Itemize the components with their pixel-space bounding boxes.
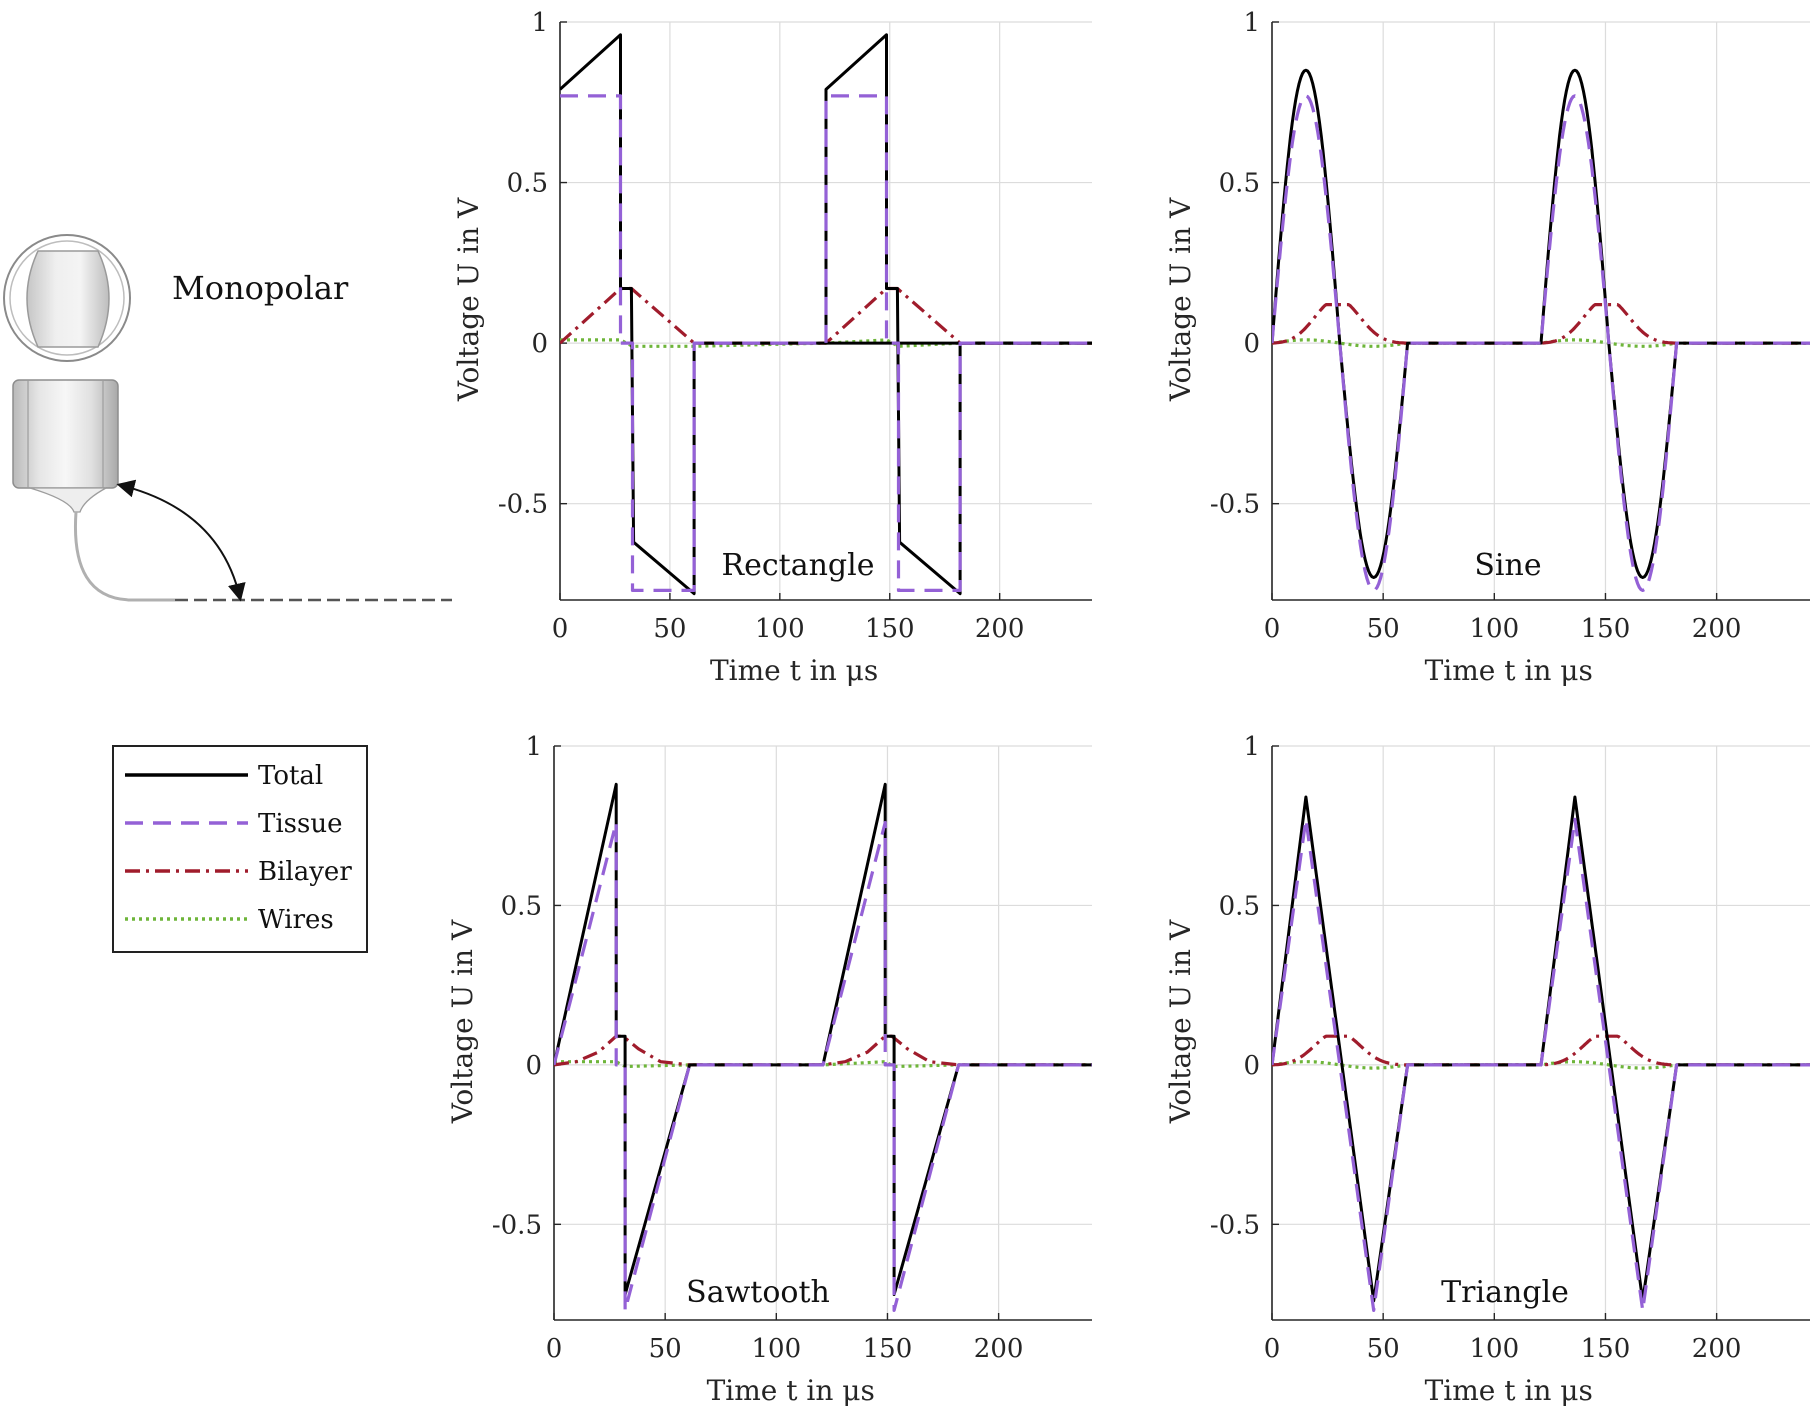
monopolar-label: Monopolar <box>172 269 349 307</box>
x-tick-label: 200 <box>1692 1334 1742 1364</box>
legend-entry-bilayer: Bilayer <box>125 857 352 887</box>
y-tick-label: -0.5 <box>492 1210 542 1240</box>
x-tick-label: 50 <box>653 614 686 644</box>
series-line-wires <box>554 1060 1092 1069</box>
x-tick-label: 50 <box>1367 1334 1400 1364</box>
y-tick-label: 1 <box>1243 732 1260 762</box>
legend-entry-tissue: Tissue <box>125 809 342 839</box>
x-tick-label: 100 <box>1469 614 1519 644</box>
y-tick-label: -0.5 <box>1210 490 1260 520</box>
y-axis-label: Voltage U in V <box>1164 919 1197 1124</box>
electrode-neck <box>29 487 107 513</box>
series-line-total <box>554 782 1092 1296</box>
legend: Total Tissue Bilayer Wires <box>112 745 368 953</box>
legend-label-wires: Wires <box>258 905 334 935</box>
x-tick-label: 0 <box>1264 614 1281 644</box>
y-tick-label: 0 <box>1243 1051 1260 1081</box>
panel-sine: 0 50 100 150 200 -0.5 0 0.5 1 Time t in μs Voltage… <box>1164 8 1810 687</box>
x-tick-label: 100 <box>755 614 805 644</box>
series-line-total <box>1272 795 1810 1303</box>
y-tick-label: 0.5 <box>501 891 542 921</box>
series-line-bilayer <box>1272 303 1810 345</box>
x-axis-label: Time t in μs <box>710 654 878 687</box>
y-tick-label: 0 <box>531 329 548 359</box>
x-axis-label: Time t in μs <box>1425 1374 1593 1407</box>
y-tick-label: 0.5 <box>1219 891 1260 921</box>
series-line-tissue <box>560 94 1092 592</box>
x-tick-label: 50 <box>1367 614 1400 644</box>
electrode-illustration: Monopolar <box>3 234 452 602</box>
waveform-label: Rectangle <box>722 548 875 583</box>
legend-entry-total: Total <box>125 761 323 791</box>
distance-arrow <box>116 479 246 602</box>
y-axis-label: Voltage U in V <box>1164 197 1197 402</box>
x-tick-label: 150 <box>1581 1334 1631 1364</box>
x-tick-label: 200 <box>1692 614 1742 644</box>
grid <box>553 745 1092 1320</box>
waveform-label: Triangle <box>1441 1275 1569 1310</box>
series-line-tissue <box>1272 94 1810 592</box>
y-tick-label: 1 <box>1243 8 1260 38</box>
panel-sawtooth: 0 50 100 150 200 -0.5 0 0.5 1 Time t in μs Voltage… <box>446 732 1092 1407</box>
electrode-lead-wire <box>73 511 175 602</box>
electrode-ring-inner <box>9 240 125 356</box>
series-line-tissue <box>1272 817 1810 1312</box>
series-line-tissue <box>554 820 1092 1312</box>
y-tick-label: 1 <box>525 732 542 762</box>
y-tick-label: 1 <box>531 8 548 38</box>
x-tick-label: 200 <box>974 1334 1024 1364</box>
x-tick-label: 0 <box>552 614 569 644</box>
y-tick-label: 0.5 <box>1219 169 1260 199</box>
waveform-label: Sine <box>1474 548 1541 583</box>
x-tick-label: 150 <box>863 1334 913 1364</box>
x-tick-label: 0 <box>1264 1334 1281 1364</box>
legend-label-total: Total <box>258 761 323 791</box>
y-axis-label: Voltage U in V <box>452 197 485 402</box>
series-line-bilayer <box>554 1034 1092 1067</box>
x-tick-label: 50 <box>649 1334 682 1364</box>
x-tick-label: 150 <box>1581 614 1631 644</box>
series-line-total <box>1272 68 1810 579</box>
legend-label-bilayer: Bilayer <box>258 857 352 887</box>
x-axis-label: Time t in μs <box>707 1374 875 1407</box>
waveform-label: Sawtooth <box>686 1275 830 1310</box>
x-axis-label: Time t in μs <box>1425 654 1593 687</box>
x-tick-label: 200 <box>975 614 1025 644</box>
y-tick-label: -0.5 <box>498 490 548 520</box>
electrode-contact <box>26 250 110 348</box>
x-tick-label: 100 <box>1469 1334 1519 1364</box>
panel-triangle: 0 50 100 150 200 -0.5 0 0.5 1 Time t in μs Voltage… <box>1164 732 1810 1407</box>
legend-entry-wires: Wires <box>125 905 334 935</box>
series-line-bilayer <box>1272 1034 1810 1067</box>
grid <box>1271 21 1810 600</box>
y-tick-label: 0.5 <box>507 169 548 199</box>
x-tick-label: 0 <box>546 1334 563 1364</box>
y-axis-label: Voltage U in V <box>446 919 479 1124</box>
x-tick-label: 100 <box>751 1334 801 1364</box>
y-tick-label: 0 <box>525 1051 542 1081</box>
legend-label-tissue: Tissue <box>258 809 342 839</box>
grid <box>1271 745 1810 1320</box>
series-line-total <box>560 33 1092 596</box>
electrode-housing <box>12 379 119 489</box>
y-tick-label: -0.5 <box>1210 1210 1260 1240</box>
y-tick-label: 0 <box>1243 329 1260 359</box>
panel-rectangle: 0 50 100 150 200 -0.5 0 0.5 1 Time t in μs Voltage… <box>452 8 1092 687</box>
x-tick-label: 150 <box>865 614 915 644</box>
